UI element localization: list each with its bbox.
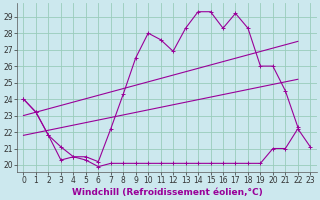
X-axis label: Windchill (Refroidissement éolien,°C): Windchill (Refroidissement éolien,°C) <box>72 188 262 197</box>
